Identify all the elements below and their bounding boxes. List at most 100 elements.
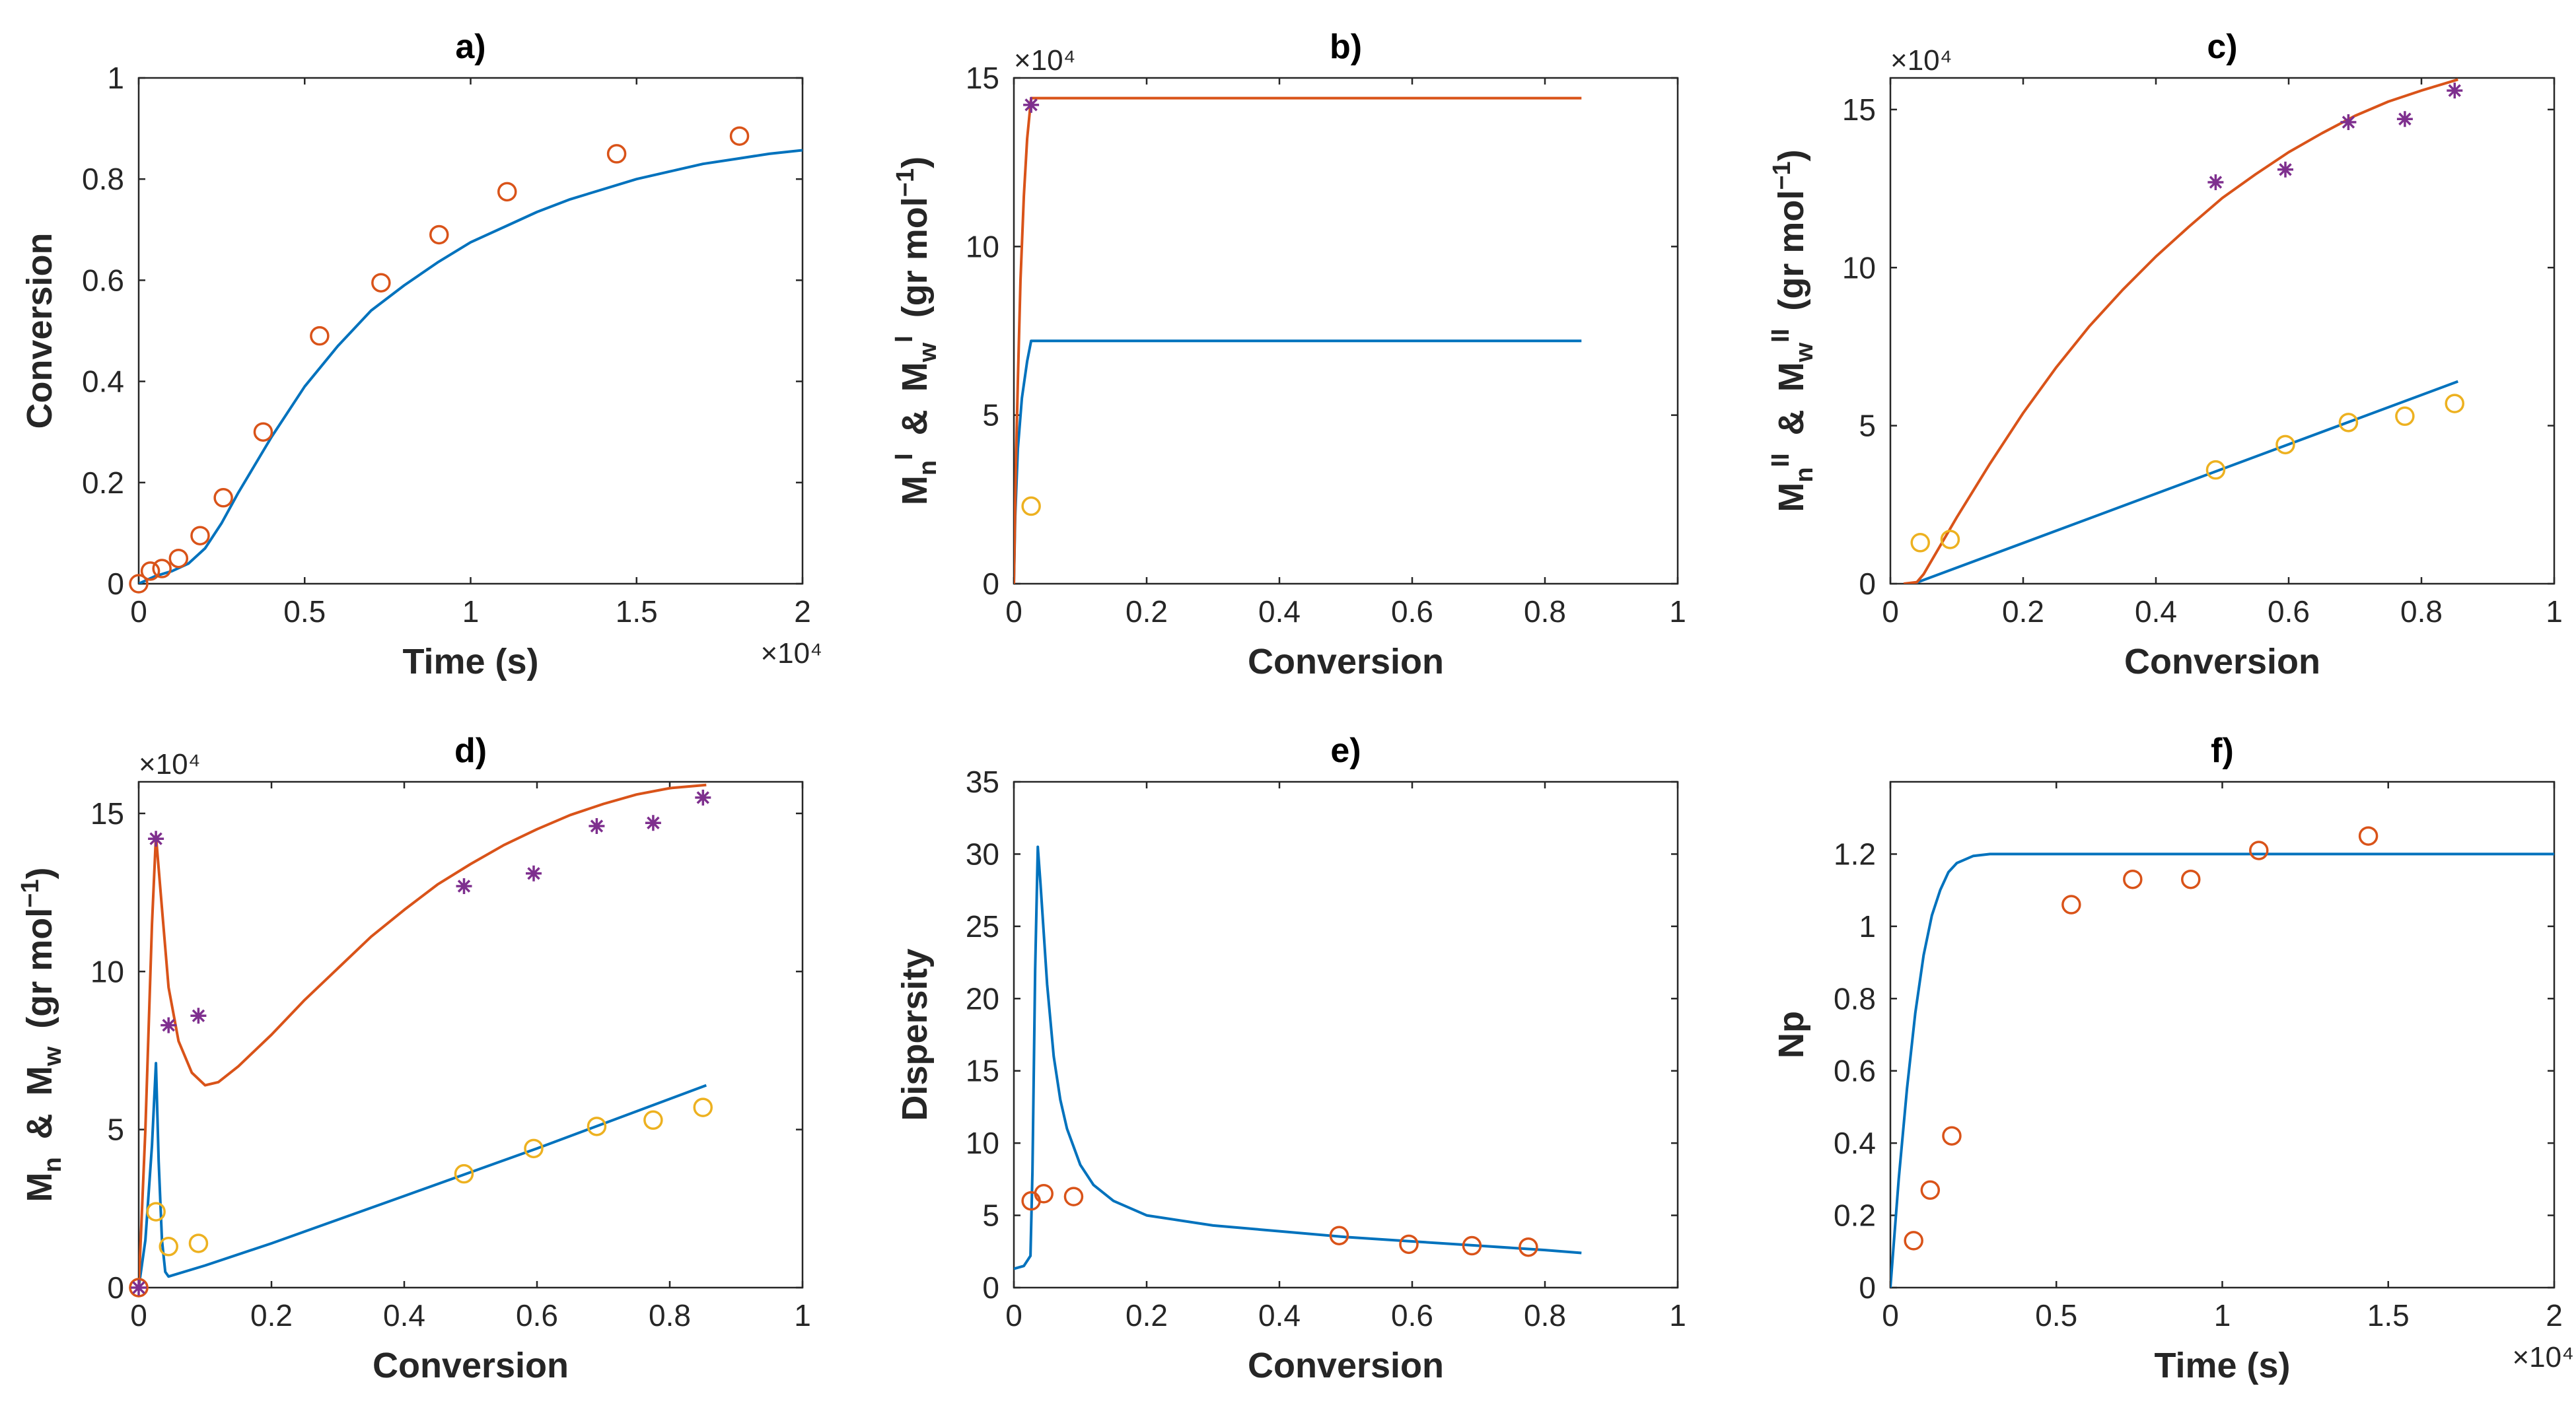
x-tick-label: 1 — [1669, 594, 1686, 629]
x-axis-label: Conversion — [1248, 1346, 1444, 1385]
series-line-0 — [1014, 845, 1582, 1270]
data-point-circle — [524, 1138, 544, 1159]
data-point-circle — [2395, 406, 2415, 427]
data-point-circle — [454, 1163, 474, 1184]
x-tick-label: 0.4 — [383, 1298, 425, 1333]
ylabel-sup-w: I — [890, 335, 918, 343]
y-tick-label: 15 — [966, 1054, 999, 1088]
data-point-circle — [643, 1110, 663, 1130]
plot-area — [1889, 77, 2556, 585]
series-line-1 — [1903, 78, 2458, 584]
y-tick-label: 30 — [966, 837, 999, 871]
x-tick-label: 0 — [1005, 594, 1022, 629]
panel-title: e) — [1330, 732, 1361, 770]
data-point-circle — [2445, 394, 2464, 413]
x-tick-label: 0 — [1882, 594, 1899, 629]
y-tick-label: 5 — [982, 1198, 999, 1233]
y-tick-label: 0.6 — [1834, 1054, 1876, 1088]
data-point-circle — [159, 1237, 178, 1257]
y-axis-label: MnII & MwII (gr mol−1) — [1767, 149, 1818, 512]
data-point-circle — [497, 182, 517, 202]
data-point-circle — [1910, 533, 1930, 553]
data-point-circle — [693, 1097, 713, 1117]
y-tick-label: 1 — [107, 61, 124, 95]
data-point-circle — [253, 422, 273, 442]
ylabel-unit-exp: −1 — [892, 168, 919, 197]
data-point-star — [2277, 161, 2293, 178]
y-tick-label: 10 — [1842, 250, 1876, 285]
data-point-star — [2396, 111, 2413, 127]
y-tick-label: 25 — [966, 909, 999, 944]
data-point-circle — [606, 144, 627, 164]
ylabel-sup-n: II — [1767, 453, 1795, 467]
plot-area — [1013, 77, 1679, 585]
y-tick-label: 10 — [90, 954, 124, 988]
panel-f: 0 0.5 1 1.5 2 0 0.2 0.4 0.6 0.8 1 1.2 f) Time (s) ×10⁴… — [1771, 732, 2574, 1385]
ylabel-unit: (gr mol — [1771, 190, 1811, 329]
x-tick-label: 1 — [794, 1298, 811, 1333]
data-point-circle — [429, 225, 449, 245]
data-point-star — [695, 789, 711, 806]
ylabel-mw: M — [895, 362, 935, 392]
y-exponent-label: ×10⁴ — [139, 748, 201, 780]
ylabel-amp: & — [1771, 392, 1811, 453]
y-tick-label: 0 — [107, 567, 124, 601]
data-point-star — [2207, 174, 2224, 190]
x-tick-label: 0.8 — [649, 1298, 691, 1333]
y-tick-label: 0 — [982, 1270, 999, 1305]
ylabel-amp: & — [895, 392, 935, 453]
y-tick-label: 5 — [982, 398, 999, 433]
ylabel-sub-w: w — [914, 342, 942, 363]
plot-area — [137, 780, 804, 1289]
x-tick-label: 0 — [130, 1298, 147, 1333]
x-exponent-label: ×10⁴ — [760, 637, 822, 670]
panel-title: f) — [2211, 732, 2234, 770]
data-point-circle — [1329, 1226, 1349, 1245]
data-point-circle — [129, 1278, 149, 1298]
x-tick-label: 0 — [1882, 1298, 1899, 1333]
data-point-circle — [1063, 1187, 1084, 1206]
data-point-circle — [2205, 460, 2226, 480]
y-tick-label: 0 — [982, 567, 999, 601]
data-point-circle — [190, 526, 210, 545]
ylabel-close: ) — [1771, 149, 1811, 161]
ylabel-unit-exp: −1 — [1768, 161, 1796, 190]
panel-title: d) — [454, 732, 487, 770]
x-tick-label: 2 — [2546, 1298, 2563, 1333]
ylabel-amp: & — [20, 1095, 59, 1157]
panel-b: 0 0.2 0.4 0.6 0.8 1051015b)Conversion×10⁴MnI … — [890, 28, 1686, 681]
panel-title: a) — [455, 28, 485, 66]
y-tick-label: 0.8 — [82, 162, 124, 196]
ylabel-sub-w: w — [39, 1046, 67, 1066]
x-tick-label: 0.5 — [283, 594, 326, 629]
data-point-circle — [1942, 1126, 1962, 1146]
x-tick-label: 0.8 — [2400, 594, 2443, 629]
x-tick-label: 0.6 — [2268, 594, 2310, 629]
data-point-star — [589, 818, 605, 834]
data-point-circle — [1904, 1231, 1923, 1251]
data-point-circle — [1399, 1234, 1419, 1255]
x-tick-label: 0.6 — [1391, 1298, 1433, 1333]
x-tick-label: 0.4 — [1258, 1298, 1301, 1333]
ylabel-mn: M — [1771, 483, 1811, 512]
x-tick-label: 1.5 — [616, 594, 658, 629]
data-point-circle — [2358, 826, 2379, 846]
x-tick-label: 0.5 — [2035, 1298, 2077, 1333]
y-tick-label: 0.4 — [82, 364, 124, 399]
plot-area — [137, 77, 804, 585]
series-line-0 — [139, 149, 803, 584]
x-axis-label: Conversion — [1248, 642, 1444, 681]
ylabel-sub-n: n — [1791, 467, 1818, 482]
data-point-star — [645, 815, 661, 831]
ylabel-close: ) — [20, 867, 59, 879]
y-tick-label: 0.6 — [82, 263, 124, 297]
x-tick-label: 0.4 — [2135, 594, 2177, 629]
x-tick-label: 0.4 — [1258, 594, 1301, 629]
y-tick-label: 0 — [107, 1270, 124, 1305]
data-point-circle — [2181, 869, 2201, 889]
y-axis-label: Np — [1771, 1011, 1811, 1058]
y-tick-label: 0.2 — [82, 466, 124, 500]
ylabel-mn: M — [20, 1173, 59, 1202]
data-point-circle — [188, 1233, 209, 1253]
